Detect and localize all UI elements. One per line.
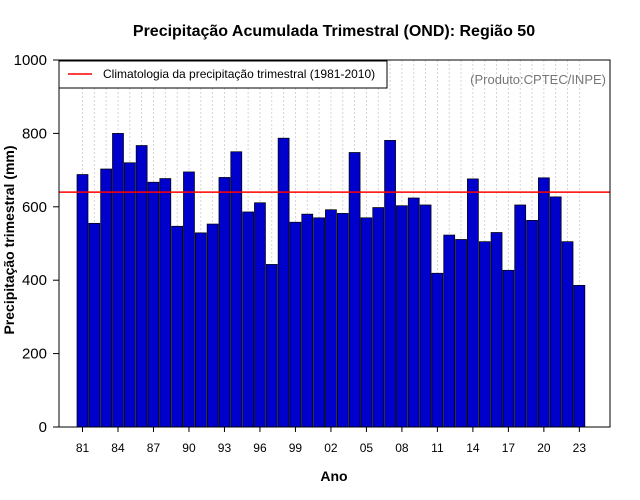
bar-2021 [549, 196, 562, 428]
bar-2006 [372, 207, 385, 428]
bar-1983 [100, 168, 113, 428]
legend: Climatologia da precipitação trimestral … [58, 60, 388, 89]
y-tick-label: 1000 [14, 52, 47, 69]
bar-2002 [325, 209, 337, 428]
x-tick-label: 11 [431, 441, 444, 455]
bars [76, 133, 586, 428]
bar-2008 [396, 205, 408, 428]
x-tick-label: 99 [289, 441, 303, 455]
x-tick-label: 96 [253, 441, 267, 455]
x-tick-label: 20 [537, 441, 551, 455]
legend-climatology-label: Climatologia da precipitação trimestral … [103, 67, 375, 81]
x-tick-label: 17 [502, 441, 516, 455]
bar-2023 [573, 284, 586, 428]
bar-1999 [289, 221, 302, 428]
x-axis: 81 84 87 90 93 96 99 02 05 08 11 14 17 20 23 [76, 427, 587, 455]
bar-1985 [123, 162, 136, 428]
x-tick-label: 93 [218, 441, 232, 455]
x-tick-label: 90 [182, 441, 196, 455]
y-axis-label: Precipitação trimestral (mm) [1, 145, 17, 334]
y-tick-label: 200 [22, 346, 47, 363]
bar-2007 [384, 140, 396, 428]
plot-frame [58, 59, 611, 428]
y-axis: 0 200 400 600 800 1000 [14, 52, 59, 436]
bar-1982 [88, 222, 101, 428]
y-tick-label: 600 [22, 199, 47, 216]
y-tick-label: 400 [22, 272, 47, 289]
bar-1991 [194, 232, 207, 428]
bar-2016 [490, 232, 503, 428]
x-tick-label: 84 [111, 441, 125, 455]
bar-1988 [159, 178, 172, 428]
bar-1996 [254, 202, 266, 428]
bar-1984 [112, 133, 124, 428]
bar-1990 [183, 171, 195, 428]
bar-2019 [526, 220, 538, 428]
bar-2017 [502, 269, 515, 428]
bar-2011 [431, 272, 444, 428]
x-axis-label: Ano [320, 468, 347, 484]
y-tick-label: 800 [22, 125, 47, 142]
bar-2005 [360, 217, 373, 428]
bar-2014 [467, 178, 479, 428]
bar-2013 [455, 239, 467, 428]
bar-2009 [407, 197, 420, 428]
bar-1994 [230, 151, 243, 428]
bar-2018 [514, 204, 527, 428]
bar-1993 [218, 177, 231, 428]
x-tick-label: 81 [76, 441, 90, 455]
bar-2004 [348, 152, 361, 428]
bar-1989 [171, 225, 183, 428]
x-tick-label: 87 [147, 441, 161, 455]
x-tick-label: 02 [324, 441, 338, 455]
bar-1986 [135, 145, 148, 428]
bar-2010 [419, 204, 432, 428]
bar-2022 [561, 241, 574, 428]
bar-1995 [242, 211, 254, 428]
bar-2012 [443, 234, 456, 428]
bar-1998 [277, 137, 290, 428]
bar-2020 [538, 177, 550, 428]
legend-box [58, 60, 388, 89]
x-tick-label: 08 [395, 441, 409, 455]
y-tick-label: 0 [39, 419, 47, 436]
bar-1981 [76, 174, 89, 428]
bar-2003 [336, 213, 349, 428]
x-tick-label: 05 [360, 441, 374, 455]
credit-text: (Produto:CPTEC/INPE) [470, 72, 606, 87]
bar-2001 [313, 217, 325, 428]
bar-2000 [301, 213, 314, 428]
chart-title: Precipitação Acumulada Trimestral (OND):… [133, 23, 535, 40]
bar-2015 [478, 241, 491, 428]
bar-1987 [147, 181, 160, 428]
bar-1997 [265, 264, 278, 428]
bar-1992 [206, 223, 219, 428]
x-tick-label: 14 [466, 441, 480, 455]
x-tick-label: 23 [573, 441, 587, 455]
